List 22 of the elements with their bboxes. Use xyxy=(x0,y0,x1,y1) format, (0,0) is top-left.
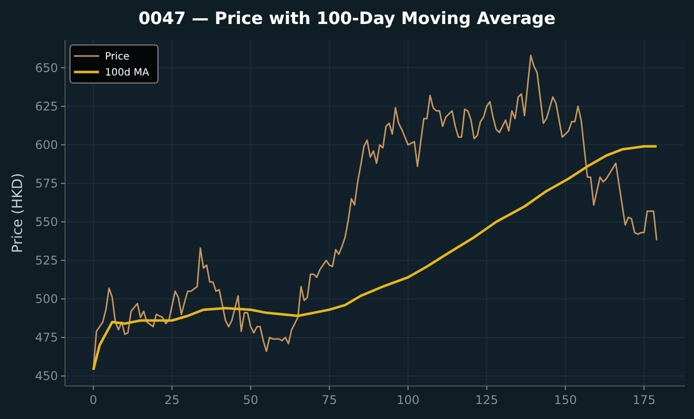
x-tick-label: 25 xyxy=(164,393,180,407)
y-tick-label: 650 xyxy=(35,60,58,75)
x-tick-label: 0 xyxy=(90,393,98,407)
y-tick-label: 625 xyxy=(35,99,58,114)
x-tick-label: 75 xyxy=(322,393,338,407)
y-tick-label: 550 xyxy=(35,215,58,230)
y-tick-label: 525 xyxy=(35,254,58,268)
y-tick-label: 575 xyxy=(35,176,58,191)
y-tick-label: 600 xyxy=(35,138,58,152)
y-tick-label: 500 xyxy=(35,292,58,306)
x-tick-label: 175 xyxy=(632,393,656,407)
chart-title: 0047 — Price with 100-Day Moving Average xyxy=(138,9,556,29)
x-tick-label: 150 xyxy=(554,393,577,407)
legend-label: Price xyxy=(105,52,130,62)
x-tick-label: 50 xyxy=(243,393,258,407)
y-tick-label: 450 xyxy=(35,369,58,384)
legend-label: 100d MA xyxy=(105,68,150,78)
line-series xyxy=(92,145,658,372)
y-axis-title: Price (HKD) xyxy=(10,172,26,254)
y-tick-label: 475 xyxy=(35,330,58,345)
x-tick-label: 125 xyxy=(475,393,498,407)
x-tick-label: 100 xyxy=(396,393,420,407)
